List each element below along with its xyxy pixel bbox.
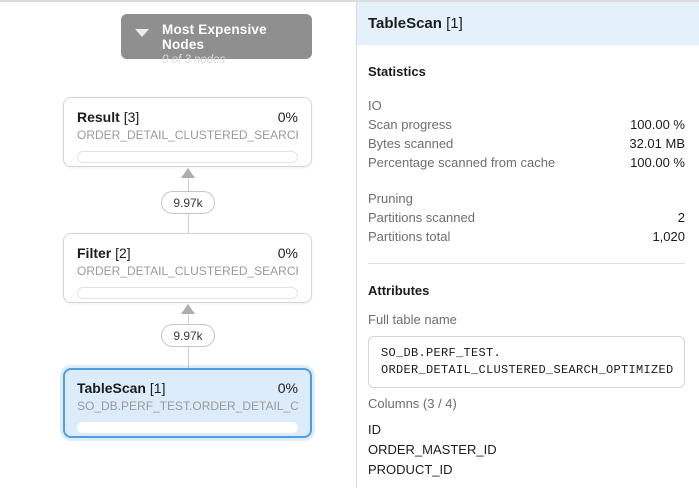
node-progress-bar	[77, 287, 298, 299]
section-separator	[368, 263, 685, 264]
details-panel-title-id: [1]	[446, 15, 463, 32]
full-table-name-line: ORDER_DETAIL_CLUSTERED_SEARCH_OPTIMIZED	[381, 363, 674, 377]
column-item: ORDER_MASTER_ID	[368, 442, 497, 457]
columns-list: ID ORDER_MASTER_ID PRODUCT_ID	[368, 420, 685, 480]
columns-count-label: Columns (3 / 4)	[368, 396, 457, 411]
panel-divider	[356, 2, 357, 488]
column-item: PRODUCT_ID	[368, 462, 453, 477]
node-percentage: 0%	[277, 380, 298, 396]
arrow-up-icon	[181, 168, 195, 178]
stat-row: Partitions scanned 2	[368, 210, 685, 225]
most-expensive-nodes-dropdown[interactable]: Most Expensive Nodes 0 of 3 nodes	[121, 14, 312, 66]
node-percentage: 0%	[277, 245, 298, 261]
stat-group-label-pruning: Pruning	[368, 191, 413, 206]
edge-label: 9.97k	[161, 324, 215, 347]
dropdown-subtitle: 0 of 3 nodes	[162, 54, 226, 66]
attributes-heading: Attributes	[368, 283, 430, 298]
stat-row: Partitions total 1,020	[368, 229, 685, 244]
arrow-up-icon	[181, 304, 195, 314]
stat-row: Bytes scanned 32.01 MB	[368, 136, 685, 151]
node-percentage: 0%	[277, 109, 298, 125]
full-table-name-box: SO_DB.PERF_TEST. ORDER_DETAIL_CLUSTERED_…	[368, 336, 685, 388]
stat-group-label-io: IO	[368, 98, 382, 113]
dropdown-title: Most Expensive Nodes	[162, 22, 267, 52]
node-details-panel: TableScan [1] Statistics IO Scan progres…	[357, 2, 699, 488]
details-panel-header: TableScan [1]	[357, 2, 699, 45]
node-result[interactable]: Result [3] 0% ORDER_DETAIL_CLUSTERED_SEA…	[63, 97, 312, 167]
chevron-down-icon[interactable]	[135, 29, 149, 37]
statistics-heading: Statistics	[368, 64, 426, 79]
node-progress-bar	[77, 422, 298, 433]
node-subtitle: ORDER_DETAIL_CLUSTERED_SEARCH_OPT...	[77, 264, 298, 278]
full-table-name-line: SO_DB.PERF_TEST.	[381, 346, 502, 360]
full-table-name-label: Full table name	[368, 312, 457, 327]
node-title: Filter [2]	[77, 245, 131, 261]
node-subtitle: SO_DB.PERF_TEST.ORDER_DETAIL_CLUST...	[77, 399, 298, 413]
column-item: ID	[368, 422, 381, 437]
node-tablescan[interactable]: TableScan [1] 0% SO_DB.PERF_TEST.ORDER_D…	[63, 368, 312, 438]
edge-label: 9.97k	[161, 191, 215, 214]
stat-row: Scan progress 100.00 %	[368, 117, 685, 132]
node-progress-bar	[77, 151, 298, 163]
node-filter[interactable]: Filter [2] 0% ORDER_DETAIL_CLUSTERED_SEA…	[63, 233, 312, 303]
node-title: TableScan [1]	[77, 380, 166, 396]
stat-row: Percentage scanned from cache 100.00 %	[368, 155, 685, 170]
details-panel-title: TableScan	[368, 15, 442, 32]
node-title: Result [3]	[77, 109, 140, 125]
node-subtitle: ORDER_DETAIL_CLUSTERED_SEARCH_OPT...	[77, 128, 298, 142]
